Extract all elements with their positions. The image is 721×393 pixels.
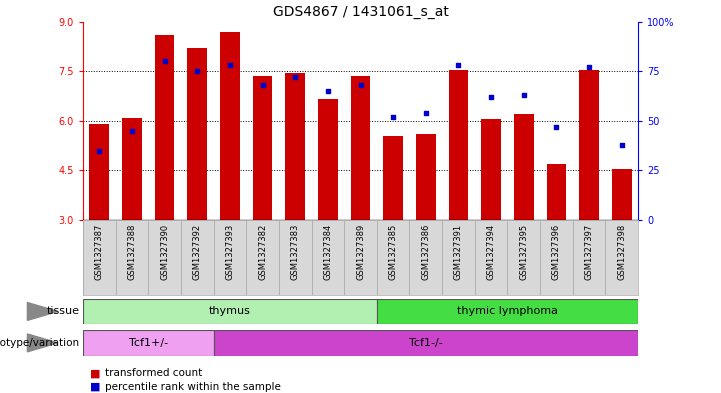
Text: GSM1327391: GSM1327391 bbox=[454, 224, 463, 280]
Bar bbox=[122, 118, 142, 220]
Point bbox=[289, 74, 301, 80]
Point bbox=[616, 141, 627, 148]
Bar bbox=[246, 220, 279, 295]
Point bbox=[583, 64, 595, 70]
Text: percentile rank within the sample: percentile rank within the sample bbox=[105, 382, 280, 392]
Polygon shape bbox=[27, 303, 58, 320]
Point bbox=[224, 62, 236, 68]
Text: genotype/variation: genotype/variation bbox=[0, 338, 79, 348]
Title: GDS4867 / 1431061_s_at: GDS4867 / 1431061_s_at bbox=[273, 5, 448, 19]
Bar bbox=[155, 35, 174, 220]
Text: GSM1327382: GSM1327382 bbox=[258, 224, 267, 280]
Text: GSM1327398: GSM1327398 bbox=[617, 224, 627, 280]
Bar bbox=[181, 220, 213, 295]
Text: GSM1327396: GSM1327396 bbox=[552, 224, 561, 280]
Point bbox=[126, 128, 138, 134]
Point bbox=[322, 88, 334, 94]
Bar bbox=[410, 220, 442, 295]
Bar bbox=[540, 220, 572, 295]
Polygon shape bbox=[27, 334, 58, 352]
Text: GSM1327392: GSM1327392 bbox=[193, 224, 202, 280]
Bar bbox=[514, 114, 534, 220]
Bar bbox=[89, 124, 109, 220]
Bar bbox=[606, 220, 638, 295]
Text: GSM1327393: GSM1327393 bbox=[226, 224, 234, 280]
Text: GSM1327383: GSM1327383 bbox=[291, 224, 300, 280]
Bar bbox=[448, 70, 468, 220]
Text: GSM1327384: GSM1327384 bbox=[323, 224, 332, 280]
Bar bbox=[187, 48, 207, 220]
Bar bbox=[612, 169, 632, 220]
Bar bbox=[547, 164, 566, 220]
Bar bbox=[579, 70, 599, 220]
Text: GSM1327395: GSM1327395 bbox=[519, 224, 528, 280]
Bar bbox=[442, 220, 475, 295]
Bar bbox=[572, 220, 606, 295]
Bar bbox=[475, 220, 508, 295]
Bar bbox=[377, 299, 638, 324]
Bar bbox=[83, 220, 115, 295]
Text: Tcf1+/-: Tcf1+/- bbox=[128, 338, 168, 348]
Point bbox=[159, 58, 170, 64]
Bar bbox=[344, 220, 377, 295]
Text: GSM1327387: GSM1327387 bbox=[94, 224, 104, 280]
Bar bbox=[83, 299, 377, 324]
Text: ■: ■ bbox=[90, 382, 101, 392]
Text: transformed count: transformed count bbox=[105, 368, 202, 378]
Bar bbox=[384, 136, 403, 220]
Point bbox=[355, 82, 366, 88]
Bar bbox=[416, 134, 435, 220]
Point bbox=[387, 114, 399, 120]
Bar bbox=[149, 220, 181, 295]
Text: tissue: tissue bbox=[46, 307, 79, 316]
Text: GSM1327394: GSM1327394 bbox=[487, 224, 495, 280]
Text: GSM1327386: GSM1327386 bbox=[421, 224, 430, 280]
Text: GSM1327385: GSM1327385 bbox=[389, 224, 398, 280]
Text: GSM1327389: GSM1327389 bbox=[356, 224, 365, 280]
Text: GSM1327390: GSM1327390 bbox=[160, 224, 169, 280]
Text: thymic lymphoma: thymic lymphoma bbox=[457, 307, 558, 316]
Bar bbox=[83, 330, 213, 356]
Point bbox=[192, 68, 203, 74]
Point bbox=[551, 124, 562, 130]
Point bbox=[518, 92, 529, 98]
Text: Tcf1-/-: Tcf1-/- bbox=[409, 338, 443, 348]
Point bbox=[453, 62, 464, 68]
Bar bbox=[253, 76, 273, 220]
Bar bbox=[115, 220, 149, 295]
Bar bbox=[482, 119, 501, 220]
Bar bbox=[318, 99, 337, 220]
Bar bbox=[213, 330, 638, 356]
Point bbox=[94, 147, 105, 154]
Bar bbox=[286, 73, 305, 220]
Bar bbox=[508, 220, 540, 295]
Text: thymus: thymus bbox=[209, 307, 251, 316]
Bar bbox=[220, 31, 239, 220]
Bar bbox=[213, 220, 246, 295]
Point bbox=[257, 82, 268, 88]
Point bbox=[485, 94, 497, 100]
Bar bbox=[279, 220, 311, 295]
Bar bbox=[377, 220, 410, 295]
Point bbox=[420, 110, 432, 116]
Text: ■: ■ bbox=[90, 368, 101, 378]
Bar bbox=[350, 76, 371, 220]
Bar bbox=[311, 220, 344, 295]
Text: GSM1327388: GSM1327388 bbox=[128, 224, 136, 280]
Text: GSM1327397: GSM1327397 bbox=[585, 224, 593, 280]
